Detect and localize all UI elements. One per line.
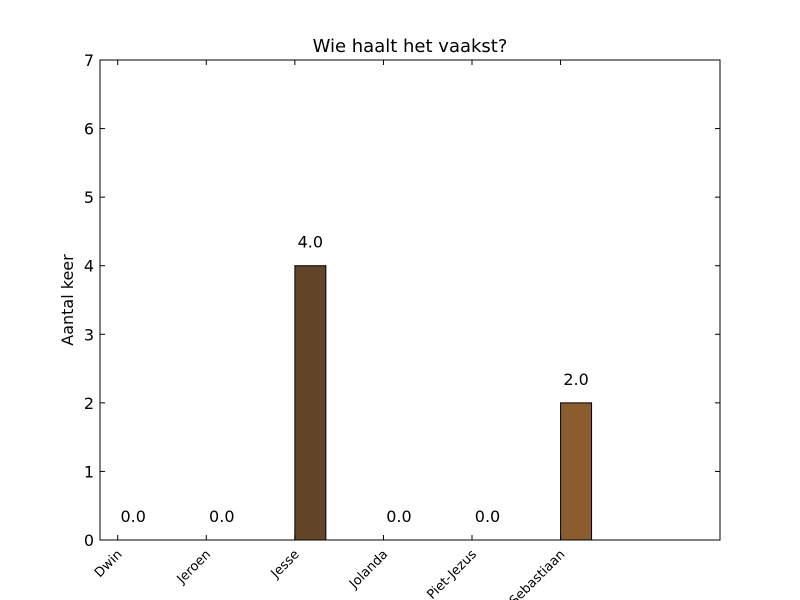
data-label-dwin: 0.0 — [120, 507, 145, 526]
bar-jesse — [294, 265, 327, 541]
y-tick-label: 4 — [84, 257, 94, 276]
data-label-jeroen: 0.0 — [209, 507, 234, 526]
bar-sebastiaan — [560, 402, 593, 541]
plot-frame — [99, 59, 721, 541]
data-label-jesse: 4.0 — [298, 233, 323, 252]
data-label-piet-jezus: 0.0 — [475, 507, 500, 526]
x-tick-label: Piet-Jezus — [424, 547, 480, 600]
y-tick-label: 7 — [84, 51, 94, 70]
y-tick-label: 2 — [84, 394, 94, 413]
y-tick-label: 6 — [84, 120, 94, 139]
x-tick-label: Sebastiaan — [507, 547, 569, 600]
y-tick-label: 3 — [84, 325, 94, 344]
chart-title: Wie haalt het vaakst? — [313, 36, 508, 57]
y-tick-label: 5 — [84, 188, 94, 207]
x-tick-label: Jesse — [268, 547, 303, 582]
data-label-jolanda: 0.0 — [386, 507, 411, 526]
x-tick-label: Jolanda — [346, 547, 391, 592]
y-tick-label: 0 — [84, 531, 94, 550]
bars-group: 0.0 0.0 4.0 0.0 0.0 2.0 — [120, 233, 593, 541]
x-tick-label: Dwin — [92, 547, 126, 581]
data-label-sebastiaan: 2.0 — [563, 370, 588, 389]
x-tick-label: Jeroen — [174, 547, 214, 587]
y-axis-label: Aantal keer — [58, 254, 77, 346]
y-tick-label: 1 — [84, 462, 94, 481]
